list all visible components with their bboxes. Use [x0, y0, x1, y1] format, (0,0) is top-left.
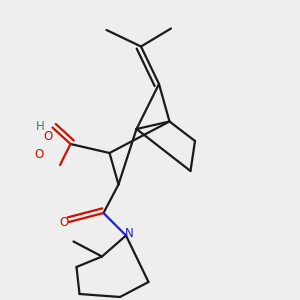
Text: O: O — [34, 148, 43, 161]
Text: O: O — [60, 215, 69, 229]
Text: N: N — [124, 227, 134, 240]
Text: O: O — [44, 130, 52, 143]
Text: H: H — [36, 119, 45, 133]
